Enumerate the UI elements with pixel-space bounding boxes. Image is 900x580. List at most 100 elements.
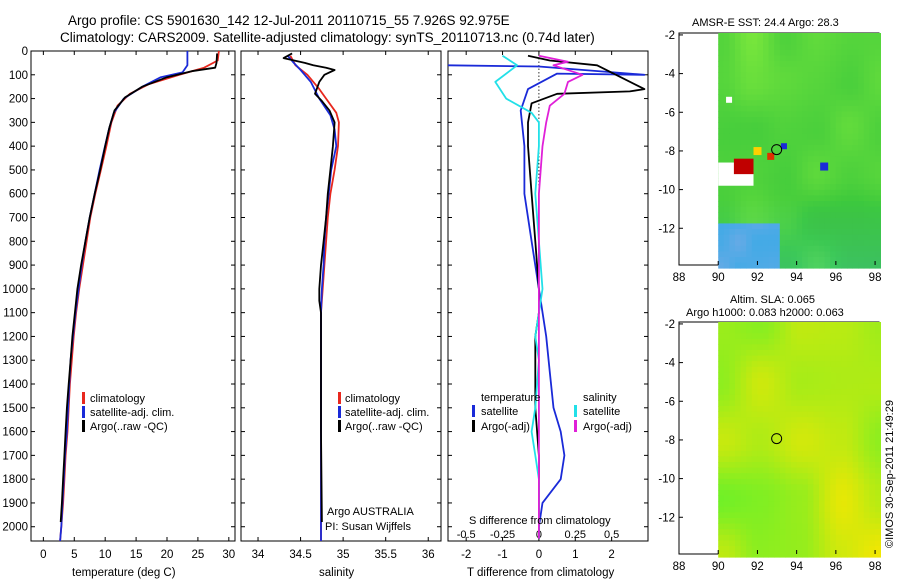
map-cell — [774, 551, 781, 558]
map-cell — [802, 128, 809, 135]
map-cell — [807, 184, 814, 191]
map-cell — [863, 473, 870, 480]
map-cell — [740, 105, 747, 112]
map-cell — [774, 501, 781, 508]
map-cell — [751, 428, 758, 435]
map-cell — [835, 251, 842, 258]
map-cell — [841, 372, 848, 379]
map-cell — [847, 33, 853, 39]
map-cell — [830, 77, 837, 84]
map-cell — [835, 473, 842, 480]
map-cell — [796, 501, 803, 508]
map-cell — [819, 61, 825, 67]
map-cell — [774, 428, 781, 435]
map-cell — [751, 217, 758, 224]
map-cell — [723, 350, 730, 356]
map-cell — [791, 518, 797, 524]
map-cell — [863, 546, 870, 552]
map-cell — [718, 122, 725, 129]
map-cell — [735, 434, 741, 440]
map-cell — [785, 105, 792, 112]
map-cell — [796, 495, 803, 502]
series-line-argo-raw-qc — [59, 53, 218, 523]
map-cell — [852, 173, 859, 179]
map-cell — [835, 38, 842, 45]
map-cell — [763, 100, 769, 107]
map-cell — [852, 240, 859, 247]
map-cell — [779, 72, 786, 79]
map-cell — [858, 223, 865, 230]
map-cell — [824, 206, 831, 213]
map-cell — [863, 366, 870, 373]
legend-label-satellite: satellite-adj. clim. — [90, 407, 174, 419]
map-cell — [813, 467, 820, 474]
map-cell — [869, 355, 876, 362]
map-cell — [729, 512, 736, 519]
map-cell — [835, 55, 842, 62]
map-cell — [807, 394, 814, 401]
map-cell — [841, 195, 848, 202]
map-cell — [768, 411, 775, 418]
map-cell — [791, 189, 797, 196]
map-cell — [869, 61, 876, 67]
map-cell — [835, 372, 842, 379]
map-cell — [718, 212, 725, 219]
map-cell — [796, 44, 803, 51]
map-cell — [740, 473, 747, 480]
map-cell — [830, 529, 837, 536]
map-cell — [791, 495, 797, 502]
map-cell — [847, 223, 853, 230]
map-cell — [869, 173, 876, 179]
map-cell — [785, 212, 792, 219]
map-cell — [751, 223, 758, 230]
map-cell — [835, 478, 842, 485]
map-cell — [774, 456, 781, 463]
map-cell — [785, 55, 792, 62]
map-cell — [852, 122, 859, 129]
map-cell — [863, 551, 870, 558]
map-cell — [779, 546, 786, 552]
map-cell — [830, 473, 837, 480]
map-cell — [768, 117, 775, 123]
map-cell — [824, 212, 831, 219]
map-cell — [796, 450, 803, 457]
map-cell — [718, 333, 725, 340]
map-cell — [791, 534, 797, 541]
map-cell — [774, 117, 781, 123]
map-cell — [824, 462, 831, 468]
map-cell — [757, 327, 764, 334]
map-cell — [740, 33, 747, 39]
map-cell — [847, 389, 853, 396]
map-cell — [875, 206, 881, 213]
map-cell — [768, 234, 775, 241]
map-cell — [875, 89, 881, 95]
map-cell — [746, 350, 753, 356]
map-cell — [757, 61, 764, 67]
map-cell — [718, 450, 725, 457]
map-cell — [774, 145, 781, 151]
depth-tick-label: 1100 — [3, 308, 28, 320]
s-tick-label: -0.5 — [457, 529, 476, 541]
map-cell — [852, 167, 859, 174]
map-cell — [729, 383, 736, 390]
sst-map-axes: 88 90 92 94 96 98-2-4-6-8-10-12 — [658, 30, 881, 284]
map-cell — [819, 206, 825, 213]
map-cell — [835, 245, 842, 252]
map-cell — [768, 122, 775, 129]
map-cell — [819, 240, 825, 247]
map-cell — [785, 229, 792, 235]
map-cell — [824, 133, 831, 140]
map-cell — [785, 89, 792, 95]
map-cell — [858, 139, 865, 146]
map-cell — [841, 361, 848, 368]
map-cell — [841, 501, 848, 508]
sla-map-title-line1: Altim. SLA: 0.065 — [730, 294, 815, 306]
map-cell — [869, 478, 876, 485]
map-cell — [735, 257, 741, 263]
map-cell — [757, 484, 764, 491]
map-cell — [863, 467, 870, 474]
map-cell — [718, 89, 725, 95]
map-cell — [858, 234, 865, 241]
sla-map-image — [718, 322, 881, 558]
map-cell — [863, 355, 870, 362]
